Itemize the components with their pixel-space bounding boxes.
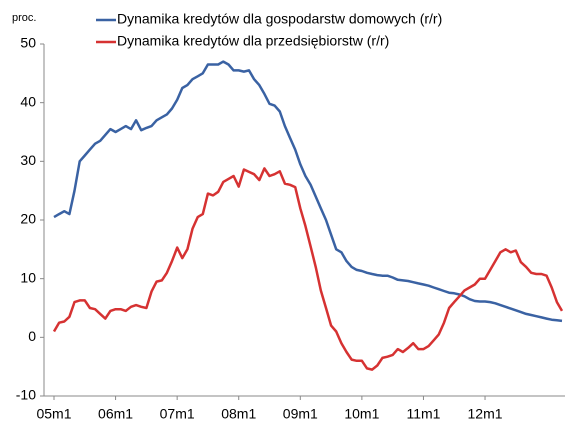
- x-tick-label: 08m1: [221, 406, 256, 422]
- x-tick-label: 05m1: [36, 406, 71, 422]
- x-tick-label: 09m1: [283, 406, 318, 422]
- y-tick-label: 50: [20, 35, 36, 51]
- y-tick-label: 40: [20, 93, 36, 109]
- legend-label: Dynamika kredytów dla przedsiębiorstw (r…: [117, 33, 389, 49]
- y-tick-label: 10: [20, 269, 36, 285]
- y-tick-label: 0: [28, 328, 36, 344]
- x-tick-label: 12m1: [468, 406, 503, 422]
- x-tick-label: 06m1: [98, 406, 133, 422]
- x-tick-label: 10m1: [344, 406, 379, 422]
- x-tick-label: 07m1: [160, 406, 195, 422]
- y-tick-label: -10: [16, 387, 36, 403]
- x-tick-label: 11m1: [406, 406, 440, 422]
- y-tick-label: 20: [20, 211, 36, 227]
- y-axis-label: proc.: [12, 12, 36, 24]
- legend-label: Dynamika kredytów dla gospodarstw domowy…: [117, 11, 442, 27]
- series-line: [52, 167, 564, 371]
- series-line: [53, 60, 563, 323]
- y-tick-label: 30: [20, 152, 36, 168]
